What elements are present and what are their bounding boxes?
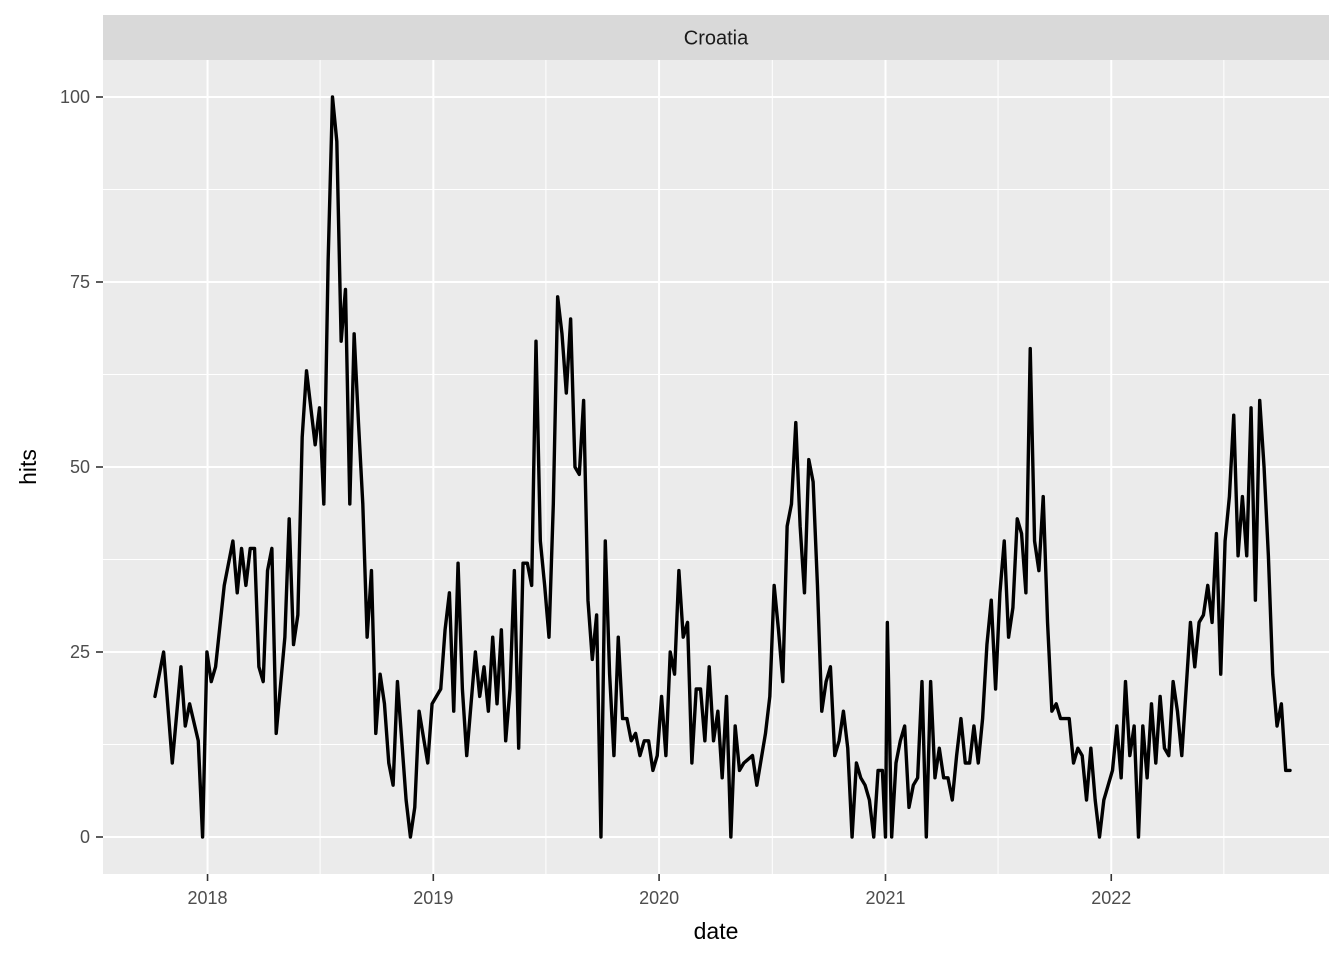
y-tick-label: 100	[60, 87, 90, 107]
x-tick-label: 2019	[413, 888, 453, 908]
facet-strip-label: Croatia	[684, 28, 749, 50]
facet-strip	[103, 15, 1329, 60]
y-tick-label: 25	[70, 642, 90, 662]
y-tick-label: 75	[70, 272, 90, 292]
y-axis: 0 25 50 75 100	[60, 87, 103, 847]
y-axis-title: hits	[15, 449, 41, 485]
y-tick-label: 0	[80, 827, 90, 847]
x-axis-title: date	[694, 918, 739, 944]
x-tick-label: 2020	[639, 888, 679, 908]
series-line-hits	[153, 95, 1292, 839]
y-tick-label: 50	[70, 457, 90, 477]
x-tick-label: 2018	[188, 888, 228, 908]
x-tick-label: 2022	[1091, 888, 1131, 908]
x-tick-label: 2021	[865, 888, 905, 908]
x-axis: 2018 2019 2020 2021 2022	[188, 874, 1131, 908]
